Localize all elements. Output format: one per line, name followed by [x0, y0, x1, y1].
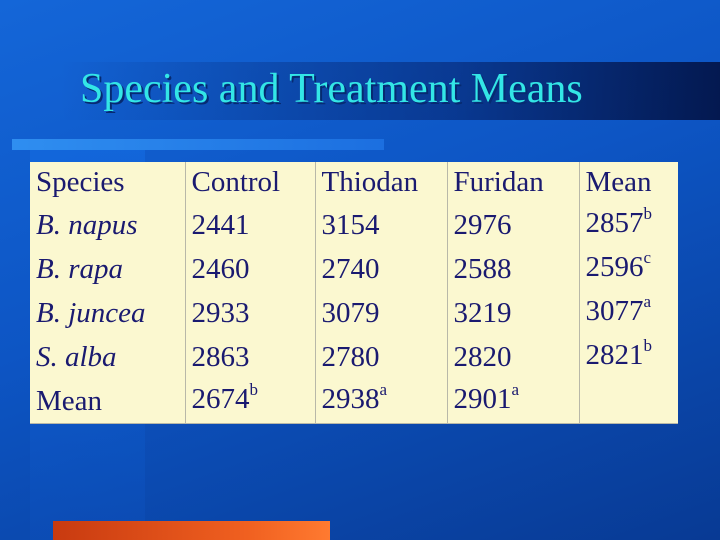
header-species: Species — [30, 162, 186, 203]
table-row: B. rapa 2460 2740 2588 2596c — [30, 247, 678, 291]
control-mean-cell: 2674b — [185, 379, 316, 424]
species-mean-cell: 2857b — [579, 203, 678, 247]
mean-value: 2674 — [191, 383, 250, 415]
mean-value: 3077 — [585, 295, 644, 327]
furidan-mean-cell: 2901a — [447, 379, 580, 424]
species-mean-cell: 3077a — [579, 291, 678, 335]
species-cell: B. napus — [30, 203, 186, 247]
significance-letter: b — [643, 204, 653, 223]
treatment-mean-row: Mean 2674b 2938a 2901a — [30, 379, 678, 424]
mean-value: 2938 — [321, 383, 380, 415]
mean-value: 2821 — [585, 339, 644, 371]
species-cell: B. rapa — [30, 247, 186, 291]
species-mean-cell: 2821b — [579, 335, 678, 379]
significance-letter: a — [643, 292, 652, 311]
mean-row-label: Mean — [30, 379, 186, 424]
species-cell: B. juncea — [30, 291, 186, 335]
header-control: Control — [185, 162, 316, 203]
table-row: S. alba 2863 2780 2820 2821b — [30, 335, 678, 379]
title-shade-decoration — [60, 62, 720, 120]
significance-letter: b — [643, 336, 653, 355]
table-header-row: Species Control Thiodan Furidan Mean — [30, 162, 678, 203]
empty-mean-cell — [579, 379, 678, 424]
thiodan-cell: 2780 — [315, 335, 448, 379]
means-table-container: Species Control Thiodan Furidan Mean B. … — [30, 162, 678, 424]
bottom-accent-bar — [53, 521, 330, 540]
significance-letter: b — [249, 380, 259, 399]
control-cell: 2441 — [185, 203, 316, 247]
header-mean: Mean — [585, 166, 652, 198]
control-cell: 2933 — [185, 291, 316, 335]
furidan-cell: 3219 — [447, 291, 580, 335]
species-cell: S. alba — [30, 335, 186, 379]
control-cell: 2863 — [185, 335, 316, 379]
furidan-cell: 2976 — [447, 203, 580, 247]
thiodan-cell: 3079 — [315, 291, 448, 335]
significance-letter: c — [643, 248, 652, 267]
thiodan-mean-cell: 2938a — [315, 379, 448, 424]
top-accent-bar — [12, 139, 384, 150]
species-mean-cell: 2596c — [579, 247, 678, 291]
thiodan-cell: 3154 — [315, 203, 448, 247]
furidan-cell: 2820 — [447, 335, 580, 379]
mean-value: 2596 — [585, 251, 644, 283]
thiodan-cell: 2740 — [315, 247, 448, 291]
mean-value: 2857 — [585, 207, 644, 239]
control-cell: 2460 — [185, 247, 316, 291]
significance-letter: a — [511, 380, 520, 399]
significance-letter: a — [379, 380, 388, 399]
means-table: Species Control Thiodan Furidan Mean B. … — [30, 162, 678, 424]
header-thiodan: Thiodan — [315, 162, 448, 203]
furidan-cell: 2588 — [447, 247, 580, 291]
header-furidan: Furidan — [447, 162, 580, 203]
mean-value: 2901 — [453, 383, 512, 415]
table-row: B. juncea 2933 3079 3219 3077a — [30, 291, 678, 335]
table-row: B. napus 2441 3154 2976 2857b — [30, 203, 678, 247]
slide-title: Species and Treatment Means — [80, 66, 583, 112]
